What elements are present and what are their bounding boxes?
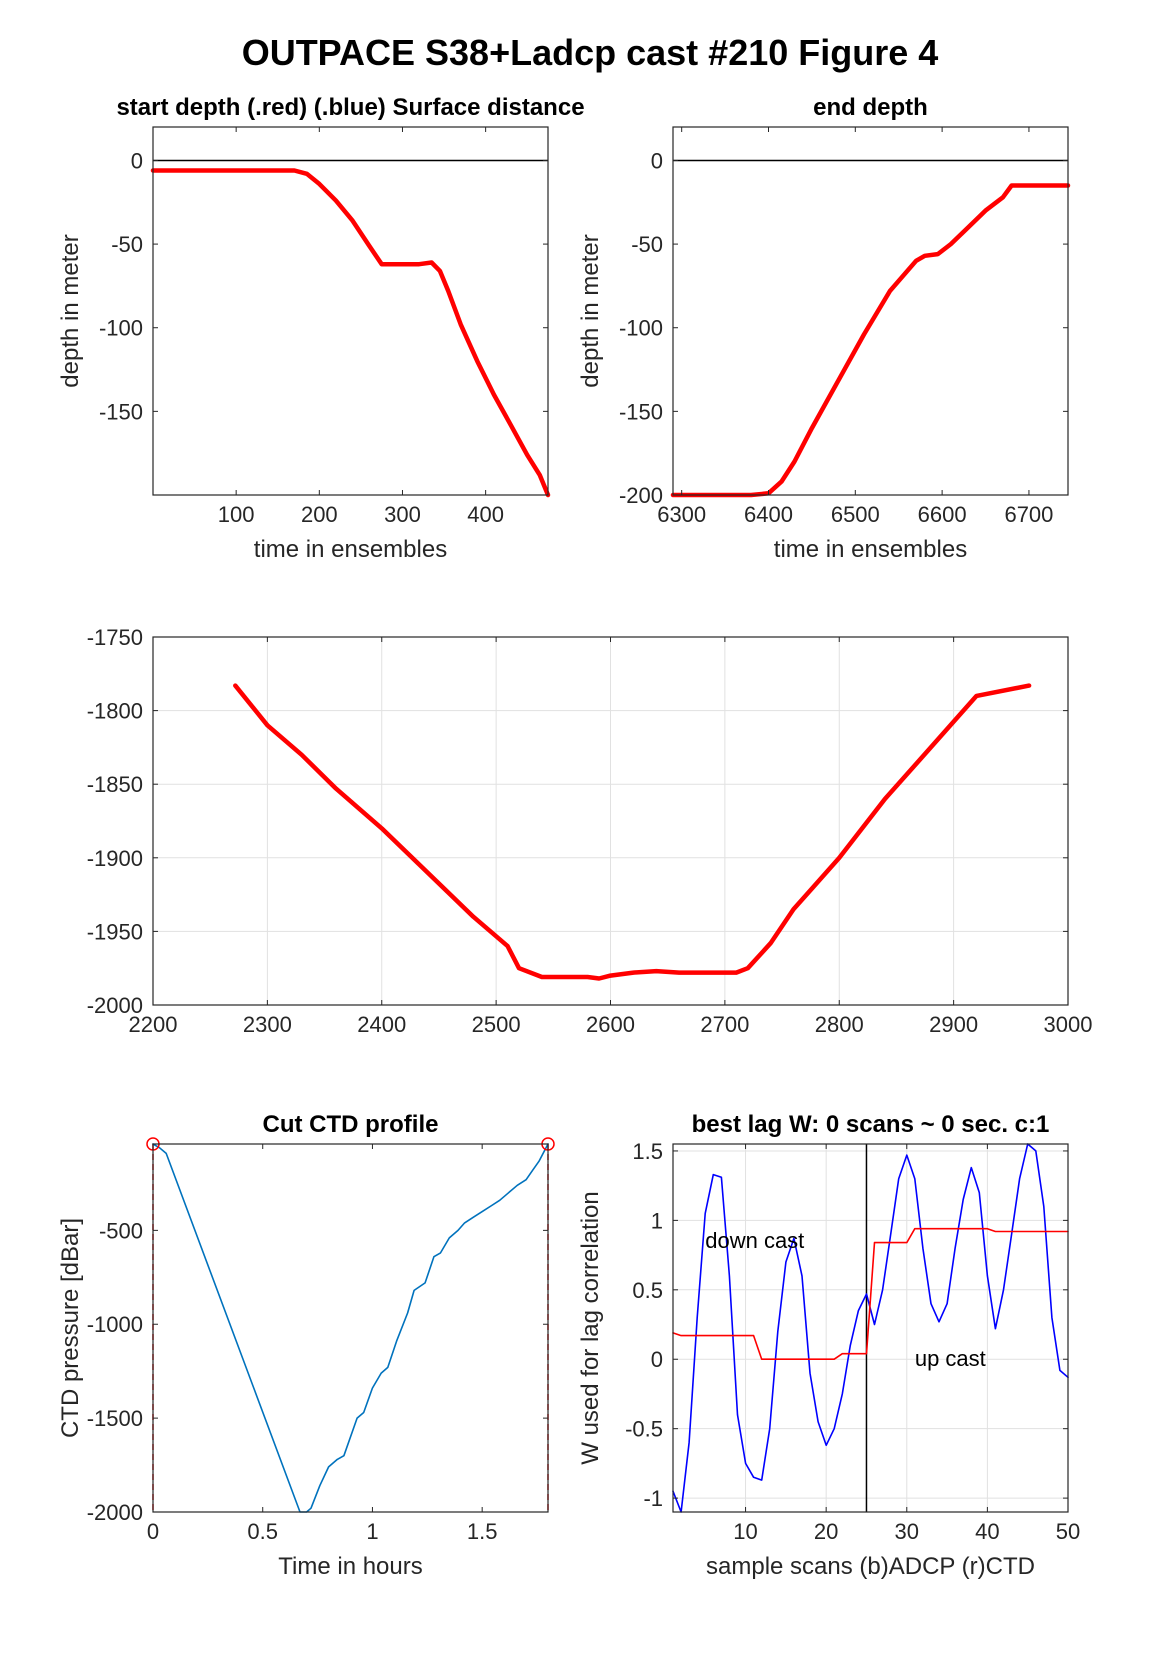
axes-mid: 2200 2300 2400 2500 2600 2700 2800 2900 3000 -175…	[87, 625, 1093, 1037]
y-tick-label: 1.5	[632, 1139, 663, 1164]
y-tick-label: -500	[99, 1218, 143, 1243]
axes-ctd: 0 0.5 1 1.5 -500 -1000 -1500 -2000 Cut CTD profi…	[57, 1111, 555, 1580]
series-line-ctd-0	[152, 1143, 549, 1513]
series-line-lag-1	[672, 1227, 1069, 1360]
x-tick-label: 40	[975, 1519, 999, 1544]
x-tick-label: 1.5	[467, 1519, 498, 1544]
x-tick-label: 400	[467, 502, 504, 527]
x-tick-label: 2900	[929, 1012, 978, 1037]
x-tick-label: 6400	[744, 502, 793, 527]
axes-box-end	[672, 126, 1069, 496]
plot-area-start	[153, 127, 548, 495]
x-axis-label-lag: sample scans (b)ADCP (r)CTD	[706, 1553, 1035, 1580]
plot-area-ctd	[153, 1144, 548, 1512]
y-tick-label: -1	[643, 1486, 663, 1511]
x-tick-label: 100	[218, 502, 255, 527]
x-axis-label-ctd: Time in hours	[278, 1553, 423, 1580]
axes-start: 100 200 300 400 0 -50 -100 -150 start depth (.re…	[57, 94, 585, 563]
series-line-start-0	[150, 168, 551, 498]
y-tick-label: 0	[131, 148, 143, 173]
axes-end: 6300 6400 6500 6600 6700 0 -50 -100 -150 -200 end …	[577, 94, 1071, 563]
panel-title-ctd: Cut CTD profile	[263, 1111, 439, 1138]
axes-lag: 10 20 30 40 50 1.5 1 0.5 0 -0.5 -1 best lag W: 0 sc…	[577, 1111, 1080, 1580]
x-tick-label: 50	[1056, 1519, 1080, 1544]
x-tick-label: 20	[814, 1519, 838, 1544]
x-tick-label: 6300	[657, 502, 706, 527]
x-tick-label: 300	[384, 502, 421, 527]
y-axis-label-start: depth in meter	[57, 234, 84, 387]
y-tick-label: -1900	[87, 846, 143, 871]
panel-title-end: end depth	[813, 94, 928, 121]
y-axis-label-ctd: CTD pressure [dBar]	[57, 1218, 84, 1438]
y-tick-label: 0	[651, 1347, 663, 1372]
y-tick-label: -150	[99, 399, 143, 424]
plot-area-end	[673, 127, 1068, 495]
x-tick-label: 0	[147, 1519, 159, 1544]
y-axis-label-end: depth in meter	[577, 234, 604, 387]
axes-box-start	[152, 126, 549, 496]
x-tick-label: 10	[733, 1519, 757, 1544]
plot-area-lag	[673, 1144, 1068, 1512]
y-tick-label: -2000	[87, 1500, 143, 1525]
x-tick-label: 2400	[357, 1012, 406, 1037]
y-tick-label: -1000	[87, 1312, 143, 1337]
y-axis-label-lag: W used for lag correlation	[577, 1191, 604, 1464]
x-tick-label: 2200	[129, 1012, 178, 1037]
y-tick-label: -1950	[87, 919, 143, 944]
x-tick-label: 2600	[586, 1012, 635, 1037]
y-tick-label: -0.5	[625, 1417, 663, 1442]
y-tick-label: -1750	[87, 625, 143, 650]
axes-box-ctd	[152, 1143, 549, 1513]
y-tick-label: -1850	[87, 772, 143, 797]
y-tick-label: -1800	[87, 699, 143, 724]
y-tick-label: -150	[619, 399, 663, 424]
x-tick-label: 6500	[831, 502, 880, 527]
y-tick-label: 0	[651, 148, 663, 173]
annotation-lag: down cast	[705, 1228, 804, 1253]
annotation-lag: up cast	[915, 1346, 986, 1371]
y-tick-label: -2000	[87, 993, 143, 1018]
x-tick-label: 30	[895, 1519, 919, 1544]
x-tick-label: 0.5	[247, 1519, 278, 1544]
x-tick-label: 2300	[243, 1012, 292, 1037]
y-tick-label: -50	[111, 232, 143, 257]
x-tick-label: 3000	[1044, 1012, 1093, 1037]
y-tick-label: -100	[99, 316, 143, 341]
axes-box-lag	[672, 1143, 1069, 1513]
x-tick-label: 2800	[815, 1012, 864, 1037]
x-tick-label: 2500	[472, 1012, 521, 1037]
y-tick-label: 1	[651, 1208, 663, 1233]
y-tick-label: -200	[619, 483, 663, 508]
x-axis-label-start: time in ensembles	[254, 536, 447, 563]
y-tick-label: -1500	[87, 1406, 143, 1431]
panel-title-start: start depth (.red) (.blue) Surface dista…	[116, 94, 584, 121]
x-axis-label-end: time in ensembles	[774, 536, 967, 563]
series-line-mid-0	[233, 683, 1032, 981]
y-tick-label: -50	[631, 232, 663, 257]
y-tick-label: 0.5	[632, 1278, 663, 1303]
figure-title: OUTPACE S38+Ladcp cast #210 Figure 4	[242, 32, 939, 73]
x-tick-label: 6700	[1004, 502, 1053, 527]
x-tick-label: 6600	[918, 502, 967, 527]
y-tick-label: -100	[619, 316, 663, 341]
x-tick-label: 200	[301, 502, 338, 527]
x-tick-label: 1	[366, 1519, 378, 1544]
panel-title-lag: best lag W: 0 scans ~ 0 sec. c:1	[692, 1111, 1050, 1138]
x-tick-label: 2700	[700, 1012, 749, 1037]
